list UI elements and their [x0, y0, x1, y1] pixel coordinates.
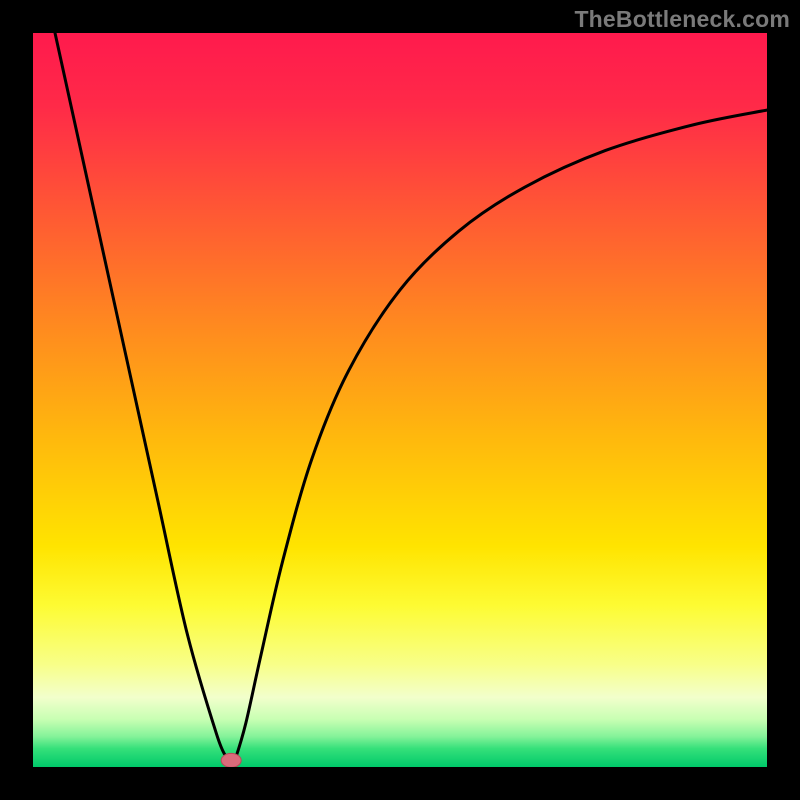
gradient-background — [33, 33, 767, 767]
plot-area — [33, 33, 767, 767]
watermark-label: TheBottleneck.com — [574, 6, 790, 33]
min-marker — [221, 753, 241, 767]
plot-svg — [33, 33, 767, 767]
